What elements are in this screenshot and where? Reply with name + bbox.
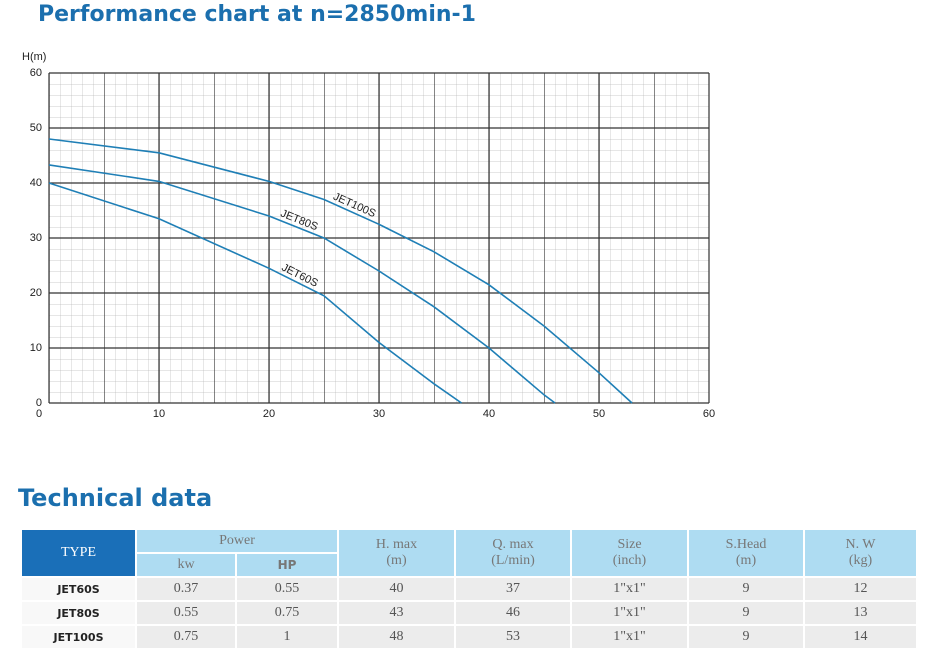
- header-unit: (L/min): [491, 553, 535, 568]
- value-cell: 1: [237, 626, 337, 648]
- x-tick-label: 20: [263, 408, 275, 420]
- header-text: S.Head: [725, 537, 767, 552]
- header-cell: S.Head (m): [689, 530, 803, 576]
- curve: [48, 164, 556, 404]
- value-cell: 46: [456, 602, 570, 624]
- value-cell: 37: [456, 578, 570, 600]
- y-axis-label: H(m): [22, 51, 46, 63]
- header-cell: Q. max (L/min): [456, 530, 570, 576]
- curve: [48, 138, 633, 404]
- tech-table: TYPE Power H. max (m) Q. max (L/min) Size(…: [20, 528, 918, 650]
- value-cell: 12: [805, 578, 916, 600]
- type-cell: JET80S: [22, 602, 135, 624]
- header-cell: kw: [137, 554, 235, 576]
- value-cell: 1"x1": [572, 602, 687, 624]
- header-text: N. W: [845, 537, 876, 552]
- header-unit: (inch): [612, 553, 647, 568]
- header-unit: (kg): [848, 553, 873, 568]
- y-tick-label: 20: [30, 287, 42, 299]
- value-cell: 0.37: [137, 578, 235, 600]
- y-tick-label: 30: [30, 232, 42, 244]
- value-cell: 1"x1": [572, 626, 687, 648]
- value-cell: 0.55: [237, 578, 337, 600]
- value-cell: 0.75: [137, 626, 235, 648]
- x-tick-label: 60: [703, 408, 715, 420]
- x-tick-label: 30: [373, 408, 385, 420]
- x-tick-label: 0: [36, 408, 42, 420]
- header-cell: N. W (kg): [805, 530, 916, 576]
- header-cell: Size (inch): [572, 530, 687, 576]
- table-title: Technical data: [18, 484, 213, 512]
- table-row: JET60S 0.37 0.55 40 37 1"x1" 9 12: [22, 578, 916, 600]
- table-body: JET60S 0.37 0.55 40 37 1"x1" 9 12 JET80S 0.55 0.75…: [22, 578, 916, 648]
- value-cell: 0.55: [137, 602, 235, 624]
- header-unit: (m): [386, 553, 407, 568]
- chart-title: Performance chart at n=2850min-1: [38, 2, 476, 27]
- header-cell: Power: [137, 530, 337, 552]
- value-cell: 0.75: [237, 602, 337, 624]
- type-cell: JET100S: [22, 626, 135, 648]
- y-tick-label: 10: [30, 342, 42, 354]
- type-cell: JET60S: [22, 578, 135, 600]
- header-text: Q. max: [492, 537, 534, 552]
- value-cell: 9: [689, 578, 803, 600]
- value-cell: 53: [456, 626, 570, 648]
- curve: [48, 182, 462, 404]
- value-cell: 40: [339, 578, 454, 600]
- table-row: JET80S 0.55 0.75 43 46 1"x1" 9 13: [22, 602, 916, 624]
- header-text: Size: [617, 537, 642, 552]
- header-unit: (m): [735, 553, 757, 568]
- y-tick-label: 50: [30, 122, 42, 134]
- value-cell: 13: [805, 602, 916, 624]
- x-tick-label: 50: [593, 408, 605, 420]
- y-tick-label: 40: [30, 177, 42, 189]
- value-cell: 48: [339, 626, 454, 648]
- header-text: H. max: [375, 537, 418, 552]
- header-cell: HP: [237, 554, 337, 576]
- header-cell: TYPE: [22, 530, 135, 576]
- value-cell: 14: [805, 626, 916, 648]
- value-cell: 43: [339, 602, 454, 624]
- y-tick-label: 0: [36, 397, 42, 409]
- x-tick-label: 40: [483, 408, 495, 420]
- table-row: JET100S 0.75 1 48 53 1"x1" 9 14: [22, 626, 916, 648]
- value-cell: 1"x1": [572, 578, 687, 600]
- x-tick-label: 10: [153, 408, 165, 420]
- header-cell: H. max (m): [339, 530, 454, 576]
- value-cell: 9: [689, 626, 803, 648]
- value-cell: 9: [689, 602, 803, 624]
- y-tick-label: 60: [30, 67, 42, 79]
